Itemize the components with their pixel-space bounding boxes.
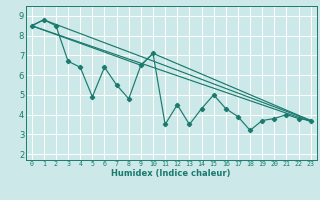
- X-axis label: Humidex (Indice chaleur): Humidex (Indice chaleur): [111, 169, 231, 178]
